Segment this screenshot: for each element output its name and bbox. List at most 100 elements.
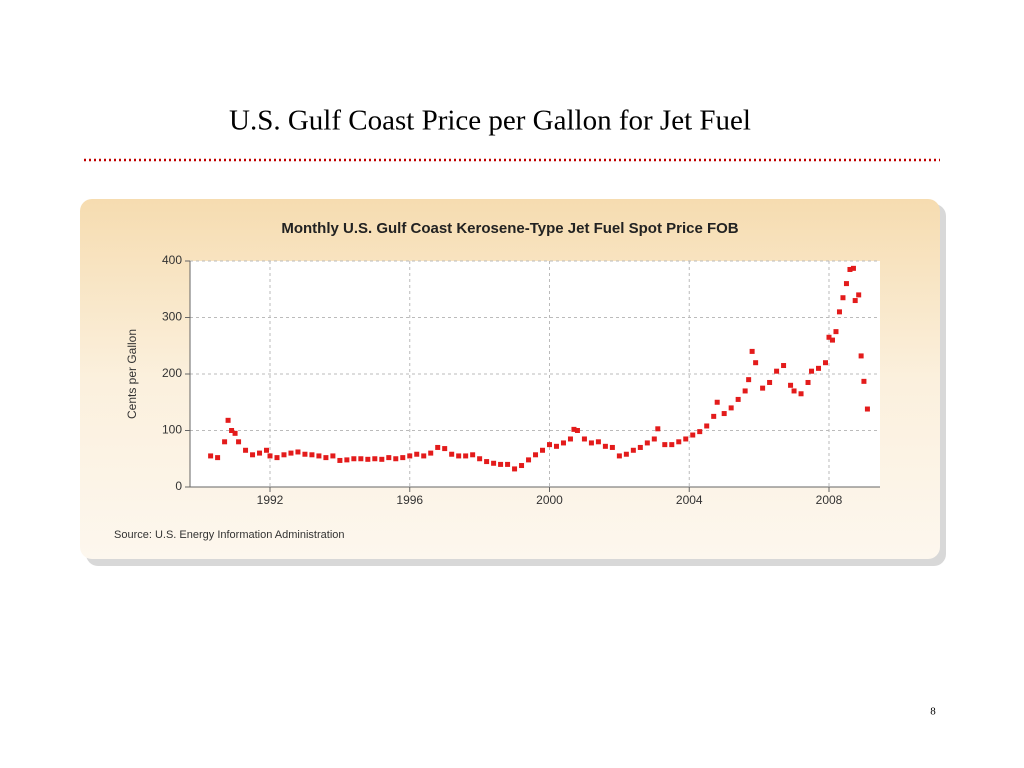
point <box>704 423 710 429</box>
point <box>829 337 835 343</box>
source: Source: U.S. Energy Information Administ… <box>114 529 345 541</box>
point <box>512 466 518 472</box>
point <box>358 456 364 462</box>
point <box>571 426 577 432</box>
point <box>843 281 849 287</box>
point <box>805 379 811 385</box>
point <box>225 417 231 423</box>
x-tick-label: 2000 <box>536 493 563 507</box>
point <box>491 460 497 466</box>
point <box>637 444 643 450</box>
point <box>330 453 336 459</box>
point <box>833 329 839 335</box>
point <box>760 385 766 391</box>
point <box>250 452 256 458</box>
point <box>856 292 862 298</box>
point <box>791 388 797 394</box>
point <box>215 455 221 461</box>
point <box>232 430 238 436</box>
point <box>393 456 399 462</box>
point <box>630 447 636 453</box>
point <box>281 452 287 458</box>
point <box>288 450 294 456</box>
point <box>840 295 846 301</box>
y-tick-label: 300 <box>162 310 182 324</box>
point <box>463 453 469 459</box>
point <box>861 378 867 384</box>
point <box>683 436 689 442</box>
point <box>676 439 682 445</box>
point <box>864 406 870 412</box>
point <box>553 443 559 449</box>
point <box>697 429 703 435</box>
point <box>826 334 832 340</box>
point <box>264 447 270 453</box>
point <box>295 449 301 455</box>
point <box>316 453 322 459</box>
point <box>236 439 242 445</box>
point <box>850 265 856 271</box>
plot: 0 100 200 300 400 1992 1996 2000 2004 2008 <box>162 253 880 507</box>
point <box>456 453 462 459</box>
y-axis-label: Cents per Gallon <box>125 329 139 419</box>
point <box>669 442 675 448</box>
point <box>602 443 608 449</box>
point <box>337 457 343 463</box>
point <box>257 450 263 456</box>
point <box>567 436 573 442</box>
point <box>526 457 532 463</box>
point <box>836 309 842 315</box>
point <box>560 440 566 446</box>
point <box>546 442 552 448</box>
point <box>421 453 427 459</box>
point <box>588 440 594 446</box>
point <box>407 453 413 459</box>
point <box>540 447 546 453</box>
point <box>222 439 228 445</box>
point <box>533 452 539 458</box>
point <box>302 451 308 457</box>
point <box>616 453 622 459</box>
point <box>498 461 504 467</box>
point <box>519 463 525 469</box>
point <box>208 453 214 459</box>
x-tick-label: 1996 <box>396 493 423 507</box>
point <box>711 413 717 419</box>
point <box>351 456 357 462</box>
point <box>435 444 441 450</box>
point <box>609 444 615 450</box>
x-tick-label: 2004 <box>676 493 703 507</box>
point <box>470 452 476 458</box>
point <box>372 456 378 462</box>
point <box>574 428 580 433</box>
point <box>243 447 249 453</box>
point <box>746 377 752 383</box>
point <box>809 368 815 374</box>
point <box>267 453 273 459</box>
point <box>721 411 727 417</box>
point <box>581 436 587 442</box>
y-tick-label: 400 <box>162 253 182 267</box>
chart-title: Monthly U.S. Gulf Coast Kerosene-Type Je… <box>281 220 738 237</box>
point <box>428 450 434 456</box>
x-tick-label: 2008 <box>816 493 843 507</box>
point <box>442 446 448 452</box>
point <box>595 439 601 445</box>
point <box>655 426 661 432</box>
point <box>274 455 280 461</box>
point <box>788 382 794 388</box>
x-tick-label: 1992 <box>257 493 284 507</box>
point <box>379 456 385 462</box>
point <box>858 353 864 359</box>
point <box>753 360 759 366</box>
point <box>386 455 392 461</box>
page-number: 8 <box>930 706 936 718</box>
y-tick-label: 0 <box>175 479 182 493</box>
point <box>484 459 490 465</box>
point <box>651 436 657 442</box>
point <box>749 348 755 354</box>
point <box>229 428 235 433</box>
point <box>714 399 720 405</box>
point <box>774 368 780 374</box>
